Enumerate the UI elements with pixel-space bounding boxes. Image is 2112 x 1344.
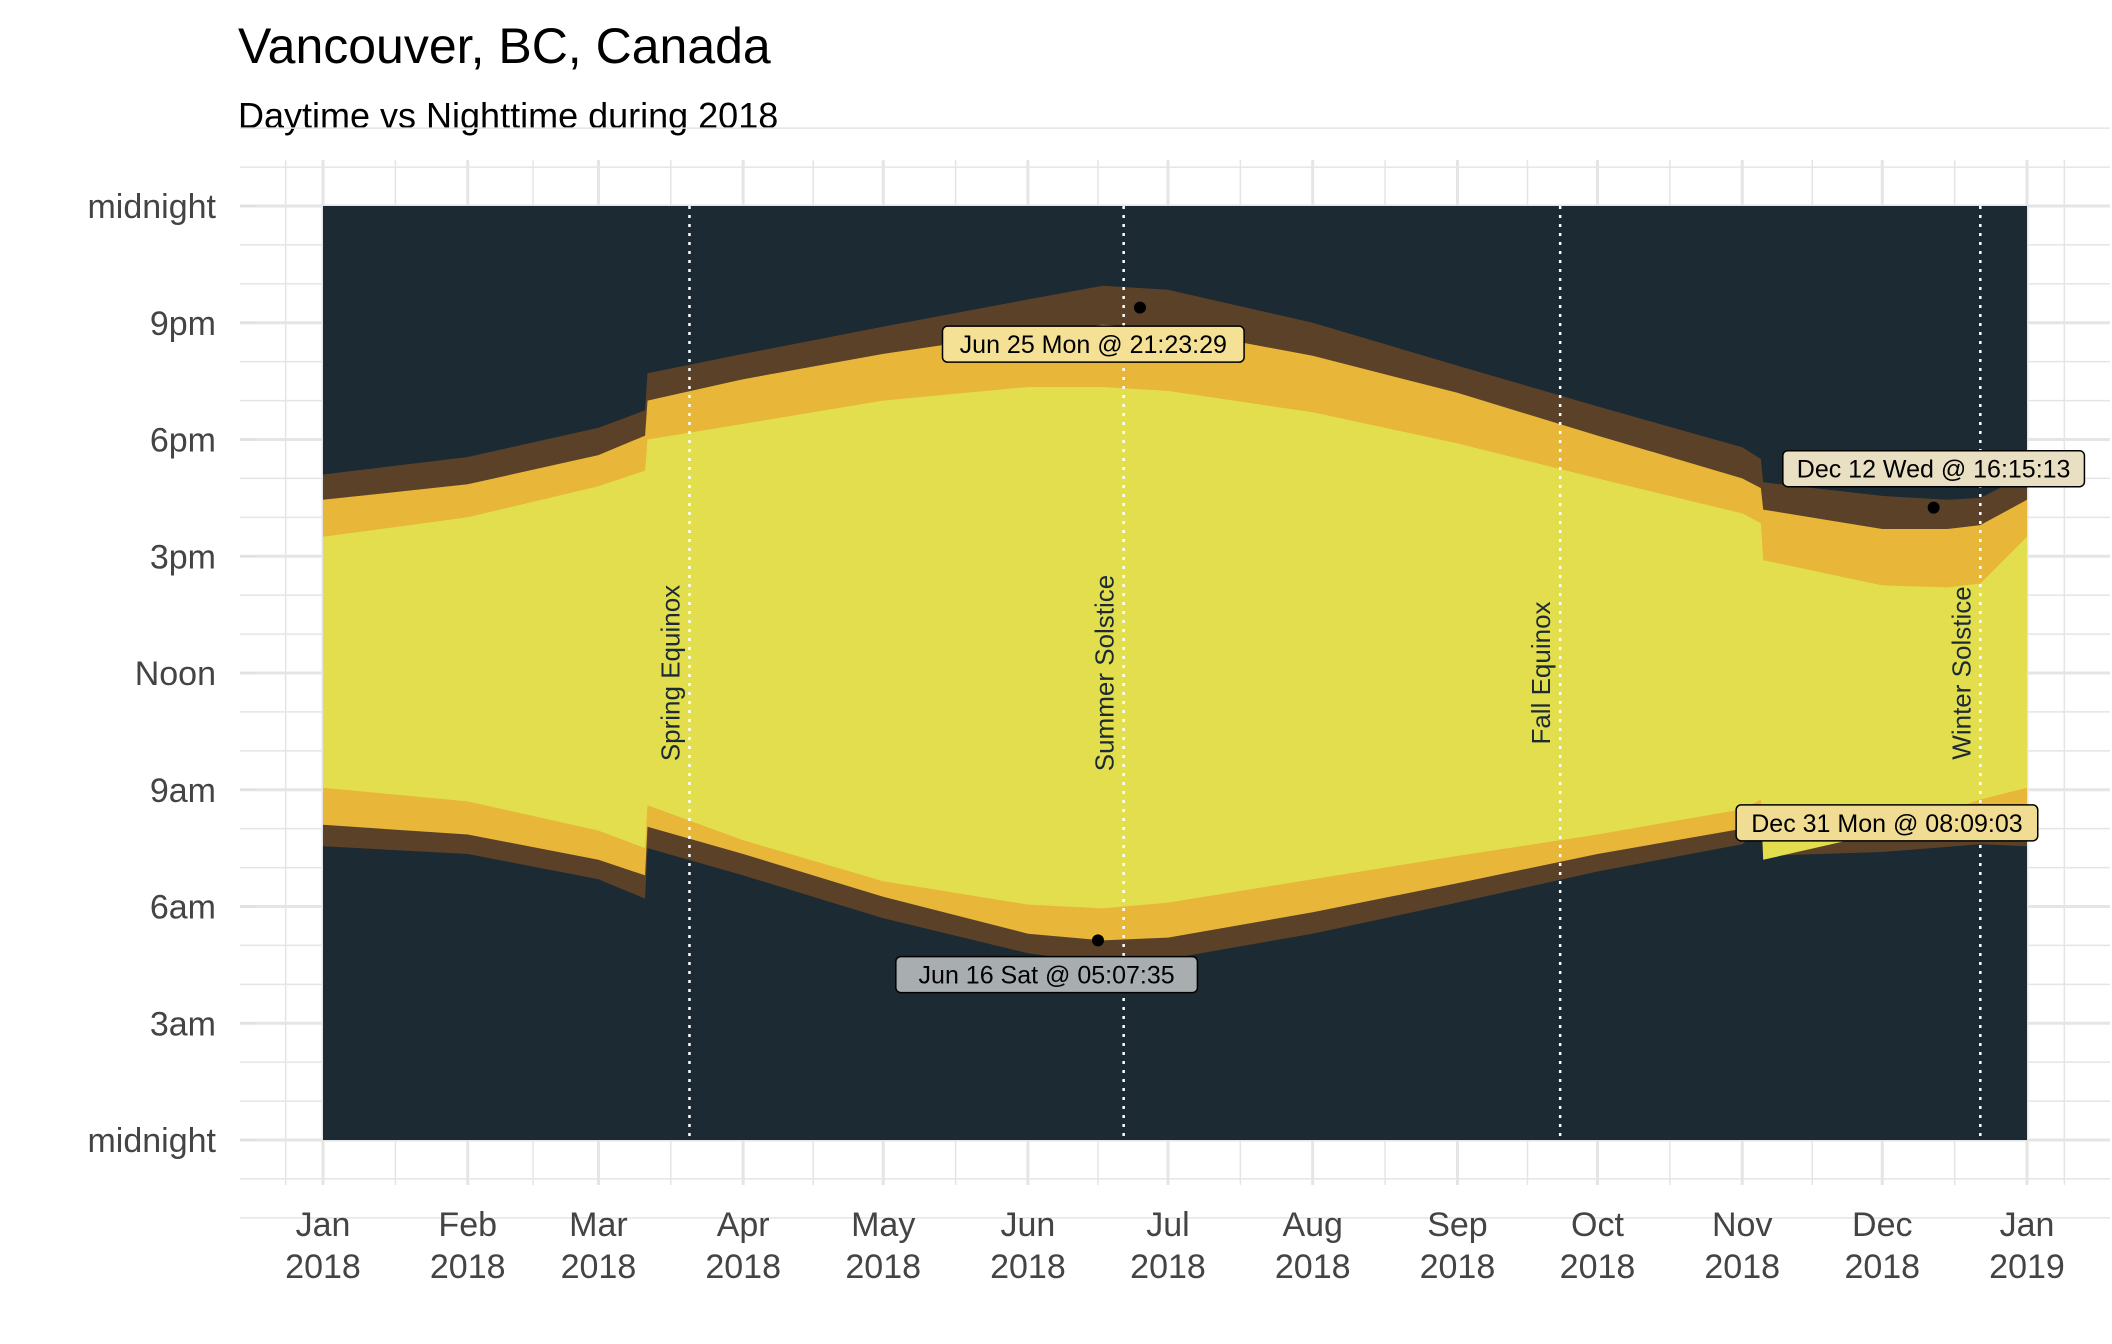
x-tick-year: 2018 [430,1248,506,1286]
x-tick-month: Apr [717,1206,770,1244]
x-tick-year: 2018 [561,1248,637,1286]
annotation-point [1091,934,1104,947]
x-tick-month: Dec [1852,1206,1912,1244]
x-tick-month: Jul [1146,1206,1189,1244]
events: Spring Equinox Summer Solstice Fall Equino… [655,206,1982,1140]
annotation-box [1782,449,2086,488]
x-tick-month: Nov [1712,1206,1772,1244]
daytime-band [323,387,2027,909]
y-tick-label: 3pm [150,538,216,576]
x-tick-month: Jan [296,1206,351,1244]
y-tick-label: Noon [135,655,216,693]
x-tick-year: 2018 [1560,1248,1636,1286]
annotation-label: Jun 25 Mon @ 21:23:29 [960,331,1227,359]
y-axis: midnight 3am 6am 9am Noon 3pm 6pm 9pm midnight [87,188,256,1160]
x-tick-month: Jun [1001,1206,1056,1244]
x-tick-year: 2019 [1989,1248,2065,1286]
x-tick-year: 2018 [1275,1248,1351,1286]
annotations: Jun 25 Mon @ 21:23:29 Jun 16 Sat @ 05:07:… [895,301,2086,994]
event-label: Summer Solstice [1090,575,1120,772]
event-label: Fall Equinox [1526,601,1556,744]
annotation-point [1927,501,1940,514]
y-tick-label: 9pm [150,305,216,343]
x-tick-year: 2018 [1420,1248,1496,1286]
x-tick-year: 2018 [705,1248,781,1286]
y-tick-label: 6am [150,889,216,927]
annotation-label: Dec 31 Mon @ 08:09:03 [1751,810,2022,838]
annotation-point [1133,301,1146,314]
x-tick-month: May [851,1206,915,1244]
annotation-box [895,955,1199,994]
x-tick-month: Sep [1427,1206,1488,1244]
x-tick-year: 2018 [845,1248,921,1286]
y-tick-label: midnight [87,1122,216,1160]
event-label: Spring Equinox [655,585,685,761]
y-tick-label: 6pm [150,422,216,460]
x-tick-year: 2018 [285,1248,361,1286]
y-tick-label: 3am [150,1005,216,1043]
x-tick-month: Aug [1282,1206,1343,1244]
x-tick-year: 2018 [1130,1248,1206,1286]
x-tick-year: 2018 [990,1248,1066,1286]
y-tick-label: midnight [87,188,216,226]
annotation-box [1735,804,2039,842]
x-tick-month: Mar [569,1206,628,1244]
x-tick-year: 2018 [1844,1248,1920,1286]
y-tick-label: 9am [150,772,216,810]
annotation-box [941,325,1245,363]
chart-subtitle: Daytime vs Nighttime during 2018 [238,95,778,136]
x-tick-month: Jan [2000,1206,2055,1244]
annotation-label: Dec 12 Wed @ 16:15:13 [1797,456,2071,484]
x-tick-month: Oct [1571,1206,1624,1244]
x-axis: Jan 2018 Feb 2018 Mar 2018 Apr 2018 May 2018 Jun 20… [285,1206,2065,1286]
bands [323,206,2027,1140]
chart-title: Vancouver, BC, Canada [238,18,771,74]
x-tick-month: Feb [438,1206,497,1244]
annotation-label: Jun 16 Sat @ 05:07:35 [919,962,1175,990]
x-tick-year: 2018 [1704,1248,1780,1286]
event-label: Winter Solstice [1946,586,1976,759]
